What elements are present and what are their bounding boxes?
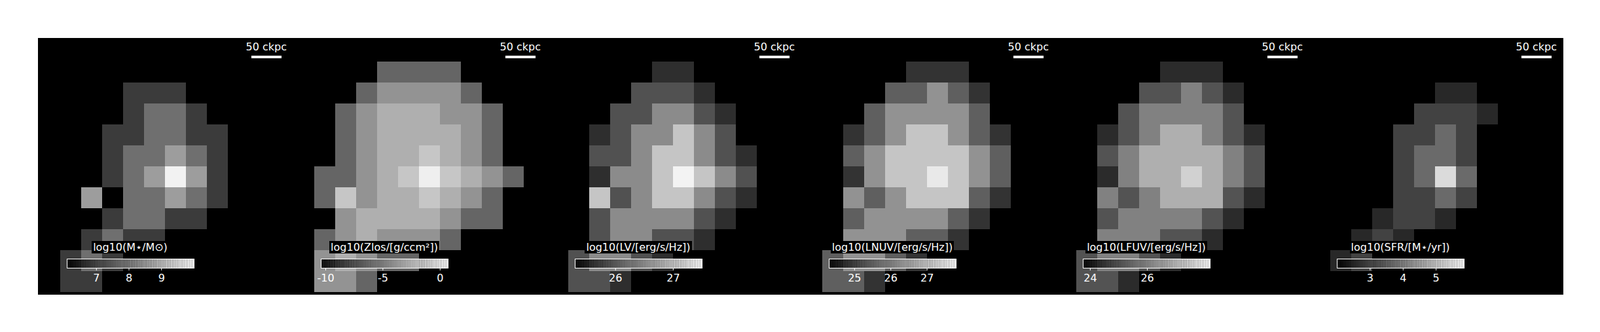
html-text:log10(LV/[erg/s/Hz]): log10(LV/[erg/s/Hz]) [586,240,691,254]
svg-text:3: 3 [1366,271,1374,285]
svg-text:-10: -10 [316,271,334,285]
html-text:50 ckpc: 50 ckpc [499,40,541,54]
svg-text:4: 4 [1399,271,1407,285]
html-text:50 ckpc: 50 ckpc [1261,40,1303,54]
html-text:50 ckpc: 50 ckpc [245,40,287,54]
svg-text:5: 5 [1433,271,1440,285]
html-text:log10(LFUV/[erg/s/Hz]): log10(LFUV/[erg/s/Hz]) [1086,240,1206,254]
html-text:50 ckpc: 50 ckpc [1007,40,1049,54]
html-text:log10(Zlos/[g/ccm²]): log10(Zlos/[g/ccm²]) [330,240,438,254]
svg-text:26: 26 [608,271,622,285]
svg-text:-5: -5 [377,271,389,285]
svg-text:9: 9 [158,271,165,285]
svg-text:26: 26 [1140,271,1154,285]
svg-text:7: 7 [92,271,100,285]
svg-text:27: 27 [920,271,934,285]
svg-text:24: 24 [1083,271,1097,285]
svg-text:26: 26 [884,271,898,285]
html-text:log10(SFR/[M⋆/yr]): log10(SFR/[M⋆/yr]) [1350,240,1450,254]
html-text:log10(M⋆/M⊙): log10(M⋆/M⊙) [93,240,168,254]
svg-text:27: 27 [666,271,680,285]
svg-text:0: 0 [436,271,444,285]
svg-text:25: 25 [847,271,861,285]
html-text:50 ckpc: 50 ckpc [753,40,795,54]
svg-text:8: 8 [125,271,133,285]
html-text:50 ckpc: 50 ckpc [1515,40,1557,54]
html-text:log10(LNUV/[erg/s/Hz]): log10(LNUV/[erg/s/Hz]) [831,240,953,254]
